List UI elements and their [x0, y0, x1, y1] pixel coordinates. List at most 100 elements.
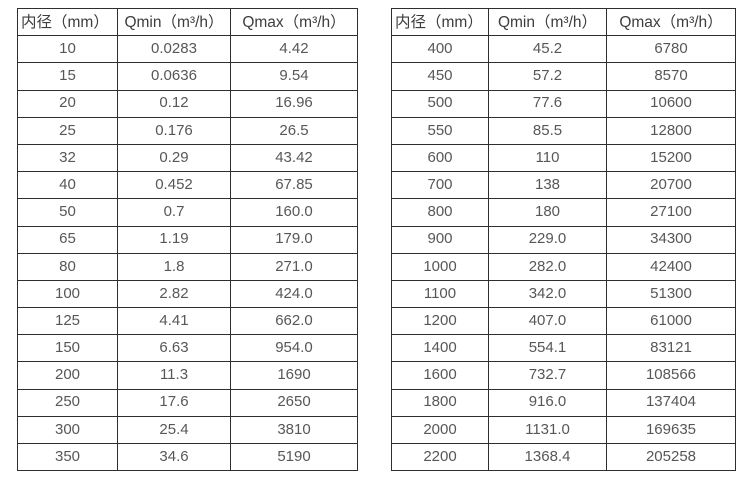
table-row: 1400 554.1 83121 [391, 334, 736, 363]
table-row: 125 4.41 662.0 [17, 307, 358, 336]
qmax-cell: 20700 [606, 171, 736, 200]
diameter-cell: 125 [17, 307, 118, 336]
qmax-cell: 42400 [606, 252, 736, 281]
qmax-cell: 51300 [606, 279, 736, 309]
table-row: 350 34.6 5190 [17, 442, 358, 472]
column-header: Qmax（m³/h） [230, 7, 358, 37]
qmax-cell: 26.5 [230, 116, 358, 145]
qmin-cell: 2.82 [117, 279, 231, 309]
table-row: 1600 732.7 108566 [391, 361, 736, 390]
diameter-cell: 1400 [391, 334, 489, 363]
qmin-cell: 25.4 [117, 415, 231, 445]
diameter-cell: 550 [391, 116, 489, 145]
qmin-cell: 1131.0 [488, 415, 607, 445]
qmax-cell: 424.0 [230, 279, 358, 309]
qmax-cell: 16.96 [230, 89, 358, 118]
qmax-cell: 43.42 [230, 143, 358, 173]
qmax-cell: 67.85 [230, 171, 358, 200]
diameter-cell: 20 [17, 89, 118, 118]
diameter-cell: 250 [17, 388, 118, 417]
qmax-cell: 662.0 [230, 307, 358, 336]
qmin-cell: 1.8 [117, 252, 231, 281]
qmax-cell: 205258 [606, 442, 736, 472]
qmax-cell: 1690 [230, 361, 358, 390]
table-row: 15 0.0636 9.54 [17, 62, 358, 91]
diameter-cell: 25 [17, 116, 118, 145]
qmax-cell: 108566 [606, 361, 736, 390]
qmin-cell: 0.0283 [117, 35, 231, 64]
qmax-cell: 10600 [606, 89, 736, 118]
column-header: Qmin（m³/h） [117, 7, 231, 37]
diameter-cell: 2200 [391, 442, 489, 472]
diameter-cell: 600 [391, 143, 489, 173]
qmax-cell: 9.54 [230, 62, 358, 91]
qmax-cell: 3810 [230, 415, 358, 445]
column-header: 内径（mm） [17, 7, 118, 37]
table-row: 900 229.0 34300 [391, 225, 736, 254]
diameter-cell: 100 [17, 279, 118, 309]
table-row: 250 17.6 2650 [17, 388, 358, 417]
table-header-row: 内径（mm） Qmin（m³/h） Qmax（m³/h） [391, 7, 736, 37]
table-row: 80 1.8 271.0 [17, 252, 358, 281]
diameter-cell: 300 [17, 415, 118, 445]
diameter-cell: 1100 [391, 279, 489, 309]
table-body: 10 0.0283 4.42 15 0.0636 9.54 20 0.12 16.96 25 0.1… [17, 35, 358, 472]
qmin-cell: 407.0 [488, 307, 607, 336]
qmin-cell: 4.41 [117, 307, 231, 336]
qmin-cell: 138 [488, 171, 607, 200]
column-header: 内径（mm） [391, 7, 489, 37]
qmin-cell: 342.0 [488, 279, 607, 309]
diameter-cell: 200 [17, 361, 118, 390]
qmin-cell: 0.452 [117, 171, 231, 200]
table-row: 25 0.176 26.5 [17, 116, 358, 145]
qmax-cell: 271.0 [230, 252, 358, 281]
table-row: 40 0.452 67.85 [17, 171, 358, 200]
diameter-cell: 500 [391, 89, 489, 118]
diameter-cell: 1200 [391, 307, 489, 336]
diameter-cell: 400 [391, 35, 489, 64]
qmin-cell: 282.0 [488, 252, 607, 281]
flow-range-table-small-diameters: 内径（mm） Qmin（m³/h） Qmax（m³/h） 10 0.0283 4.42 1… [17, 7, 358, 472]
qmin-cell: 180 [488, 198, 607, 227]
qmin-cell: 17.6 [117, 388, 231, 417]
diameter-cell: 40 [17, 171, 118, 200]
table-row: 500 77.6 10600 [391, 89, 736, 118]
table-row: 65 1.19 179.0 [17, 225, 358, 254]
diameter-cell: 800 [391, 198, 489, 227]
column-header: Qmin（m³/h） [488, 7, 607, 37]
diameter-cell: 350 [17, 442, 118, 472]
qmin-cell: 732.7 [488, 361, 607, 390]
qmax-cell: 954.0 [230, 334, 358, 363]
qmax-cell: 2650 [230, 388, 358, 417]
qmax-cell: 137404 [606, 388, 736, 417]
qmax-cell: 6780 [606, 35, 736, 64]
diameter-cell: 1000 [391, 252, 489, 281]
qmin-cell: 57.2 [488, 62, 607, 91]
qmin-cell: 1.19 [117, 225, 231, 254]
diameter-cell: 65 [17, 225, 118, 254]
qmin-cell: 0.12 [117, 89, 231, 118]
column-header: Qmax（m³/h） [606, 7, 736, 37]
qmin-cell: 85.5 [488, 116, 607, 145]
table-row: 2000 1131.0 169635 [391, 415, 736, 445]
qmin-cell: 554.1 [488, 334, 607, 363]
diameter-cell: 10 [17, 35, 118, 64]
diameter-cell: 80 [17, 252, 118, 281]
diameter-cell: 50 [17, 198, 118, 227]
qmin-cell: 916.0 [488, 388, 607, 417]
qmin-cell: 0.29 [117, 143, 231, 173]
qmax-cell: 15200 [606, 143, 736, 173]
table-header-row: 内径（mm） Qmin（m³/h） Qmax（m³/h） [17, 7, 358, 37]
qmax-cell: 4.42 [230, 35, 358, 64]
qmin-cell: 0.0636 [117, 62, 231, 91]
header-row: 内径（mm） Qmin（m³/h） Qmax（m³/h） [391, 7, 736, 37]
qmin-cell: 45.2 [488, 35, 607, 64]
qmin-cell: 1368.4 [488, 442, 607, 472]
qmin-cell: 34.6 [117, 442, 231, 472]
table-row: 32 0.29 43.42 [17, 143, 358, 173]
table-row: 400 45.2 6780 [391, 35, 736, 64]
diameter-cell: 450 [391, 62, 489, 91]
table-row: 600 110 15200 [391, 143, 736, 173]
header-row: 内径（mm） Qmin（m³/h） Qmax（m³/h） [17, 7, 358, 37]
